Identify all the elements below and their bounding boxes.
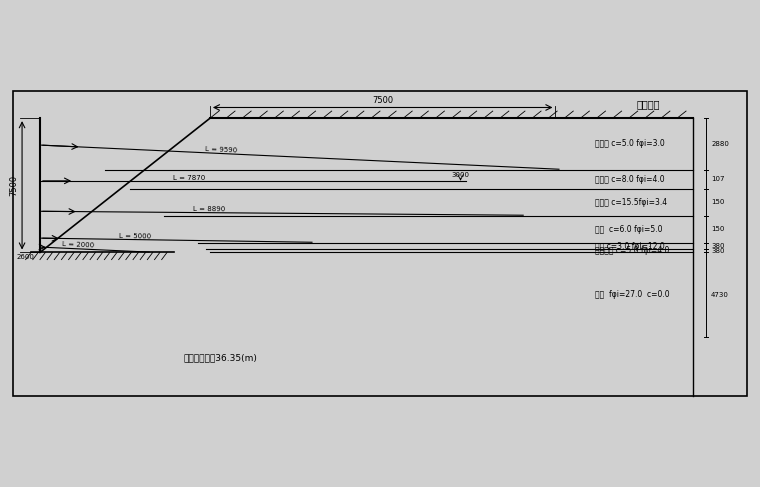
Text: 卵石  fφi=27.0  c=0.0: 卵石 fφi=27.0 c=0.0 <box>595 290 670 300</box>
Text: 2600: 2600 <box>17 254 35 260</box>
Text: L = 2000: L = 2000 <box>62 242 94 249</box>
Text: 2880: 2880 <box>711 141 729 147</box>
Text: 380: 380 <box>711 248 724 254</box>
Text: 土钉总长度为36.35(m): 土钉总长度为36.35(m) <box>183 353 257 362</box>
Text: 7500: 7500 <box>372 96 393 105</box>
Text: 土层参数: 土层参数 <box>637 99 660 109</box>
Text: 粉砂 c=3.0 fφi=12.0: 粉砂 c=3.0 fφi=12.0 <box>595 242 664 250</box>
Text: 107: 107 <box>711 176 724 182</box>
Text: 粘性土 c=8.0 fφi=4.0: 粘性土 c=8.0 fφi=4.0 <box>595 175 664 184</box>
Text: 粉质粘土 c=5.0 fφi=4.0: 粉质粘土 c=5.0 fφi=4.0 <box>595 246 669 255</box>
Text: 粘性土 c=15.5fφi=3.4: 粘性土 c=15.5fφi=3.4 <box>595 198 667 207</box>
Text: L = 9590: L = 9590 <box>205 146 238 153</box>
Text: 素填土 c=5.0 fφi=3.0: 素填土 c=5.0 fφi=3.0 <box>595 139 664 149</box>
Text: 150: 150 <box>711 199 724 206</box>
Text: 150: 150 <box>711 226 724 232</box>
Text: L = 7870: L = 7870 <box>173 175 205 181</box>
Text: L = 8890: L = 8890 <box>193 206 225 213</box>
Text: 7500: 7500 <box>9 175 18 196</box>
Text: L = 5000: L = 5000 <box>119 233 151 240</box>
Text: 380: 380 <box>711 243 724 249</box>
Text: 粉土  c=6.0 fφi=5.0: 粉土 c=6.0 fφi=5.0 <box>595 225 662 234</box>
Text: 3000: 3000 <box>451 172 470 178</box>
Text: 4730: 4730 <box>711 292 729 298</box>
